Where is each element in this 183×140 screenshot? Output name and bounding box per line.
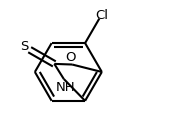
Text: O: O [65,51,75,64]
Text: S: S [20,40,29,53]
Text: Cl: Cl [95,9,108,22]
Text: NH: NH [56,81,76,94]
